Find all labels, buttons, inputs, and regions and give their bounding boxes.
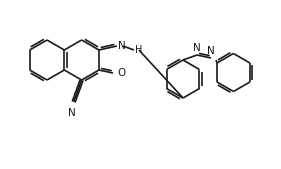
Text: N: N xyxy=(193,43,201,53)
Text: H: H xyxy=(135,45,142,55)
Text: O: O xyxy=(117,68,125,78)
Text: N: N xyxy=(207,46,215,56)
Text: N: N xyxy=(68,108,76,118)
Text: N: N xyxy=(118,41,126,51)
